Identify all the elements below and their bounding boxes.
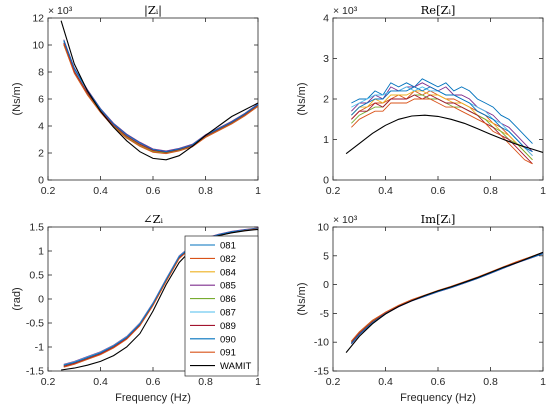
y-tick-label: 3 [323, 53, 329, 65]
series-line-wamit [60, 20, 258, 161]
y-exponent-label: × 10³ [333, 214, 358, 226]
x-tick-label: 0.6 [146, 376, 161, 388]
x-tick-label: 0.8 [198, 376, 213, 388]
y-tick-label: 0 [38, 294, 44, 306]
y-tick-label: -10 [314, 337, 329, 349]
legend-label: 086 [220, 294, 236, 305]
series-line-wamit [345, 251, 543, 353]
y-tick-label: 2 [323, 94, 329, 106]
x-tick-label: 0.4 [378, 376, 393, 388]
x-tick-label: 0.2 [41, 376, 56, 388]
x-tick-label: 0.4 [378, 185, 393, 197]
series-line-091 [351, 98, 533, 165]
x-tick-label: 1 [540, 185, 546, 197]
chart-panel-2: 0.2 0.4 0.6 0.8 1 0 1 2 3 4 Re[Zᵢ] × 10³ (Ns/m) [296, 3, 546, 197]
y-tick-label: 10 [32, 40, 44, 52]
x-tick-label: 0.8 [483, 185, 498, 197]
series-line-wamit [61, 228, 258, 371]
x-tick-label: 0.2 [326, 376, 341, 388]
y-axis-label: (Ns/m) [296, 283, 308, 316]
legend-label: 082 [220, 254, 236, 265]
y-axis-label: (rad) [11, 287, 23, 310]
legend: 081 082 084 085 086 087 089 090 091 WAMIT [184, 235, 259, 377]
x-tick-label: 0.6 [431, 185, 446, 197]
chart-panel-4: 0.2 0.4 0.6 0.8 1 -15 -10 -5 0 5 10 Im[Zᵢ] × 10³ (Ns/… [296, 212, 546, 404]
legend-label: 085 [220, 281, 236, 292]
x-tick-label: 0.8 [483, 376, 498, 388]
plot-area [47, 17, 259, 181]
x-tick-label: 1 [255, 185, 261, 197]
x-tick-label: 1 [540, 376, 546, 388]
y-tick-label: 4 [38, 121, 44, 133]
y-tick-label: 0 [323, 175, 329, 187]
series-line-081 [351, 78, 533, 144]
legend-label: 089 [220, 321, 236, 332]
y-exponent-label: × 10³ [48, 5, 73, 17]
chart-title: Im[Zᵢ] [421, 212, 456, 226]
y-tick-label: 0 [323, 279, 329, 291]
y-tick-label: -15 [314, 366, 329, 378]
x-axis-label: Frequency (Hz) [400, 392, 476, 404]
series-line-085 [351, 82, 533, 153]
legend-label: 090 [220, 334, 236, 345]
y-tick-label: 10 [317, 222, 329, 234]
y-tick-label: 0 [38, 175, 44, 187]
series-line-wamit [345, 114, 543, 155]
series-line-090 [63, 40, 258, 153]
y-tick-label: -1 [35, 342, 44, 354]
y-tick-label: 12 [32, 13, 44, 25]
x-tick-label: 0.8 [198, 185, 213, 197]
chart-panel-3: 0.2 0.4 0.6 0.8 1 -1.5 -1 -0.5 0 0.5 1 1.5 ∠Zᵢ (rad) F… [11, 212, 261, 404]
y-tick-label: 0.5 [29, 270, 44, 282]
legend-label: 087 [220, 308, 236, 319]
chart-title: |Zᵢ| [144, 3, 162, 18]
y-exponent-label: × 10³ [333, 5, 358, 17]
x-tick-label: 0.4 [93, 185, 108, 197]
y-tick-label: -5 [320, 308, 329, 320]
chart-title: Re[Zᵢ] [421, 3, 456, 17]
y-tick-label: 2 [38, 148, 44, 160]
x-tick-label: 1 [255, 376, 261, 388]
series-line-091 [63, 44, 258, 155]
y-tick-label: -0.5 [26, 318, 44, 330]
series-line-090 [351, 86, 533, 153]
y-axis-label: (Ns/m) [11, 83, 23, 116]
series-line-090 [63, 227, 258, 366]
y-tick-label: 6 [38, 94, 44, 106]
y-tick-label: 8 [38, 67, 44, 79]
legend-label: 091 [220, 348, 236, 359]
y-axis-label: (Ns/m) [296, 83, 308, 116]
x-tick-label: 0.2 [41, 185, 56, 197]
x-tick-label: 0.2 [326, 185, 341, 197]
x-tick-label: 0.6 [146, 185, 161, 197]
x-axis-label: Frequency (Hz) [115, 392, 191, 404]
series-line-089 [351, 94, 533, 165]
legend-label: 081 [220, 241, 236, 252]
y-tick-label: -1.5 [26, 366, 44, 378]
series-group [60, 20, 258, 161]
chart-title: ∠Zᵢ [143, 212, 164, 226]
y-tick-label: 1 [38, 246, 44, 258]
y-tick-label: 4 [323, 13, 329, 25]
series-group [61, 227, 258, 371]
x-tick-label: 0.6 [431, 376, 446, 388]
y-tick-label: 1 [323, 134, 329, 146]
legend-label: WAMIT [220, 361, 252, 372]
plot-area [332, 226, 544, 372]
y-tick-label: 5 [323, 250, 329, 262]
series-line-084 [351, 90, 533, 161]
series-group [345, 251, 543, 353]
series-group [345, 78, 543, 165]
y-tick-label: 1.5 [29, 222, 44, 234]
legend-label: 084 [220, 267, 236, 278]
x-tick-label: 0.4 [93, 376, 108, 388]
